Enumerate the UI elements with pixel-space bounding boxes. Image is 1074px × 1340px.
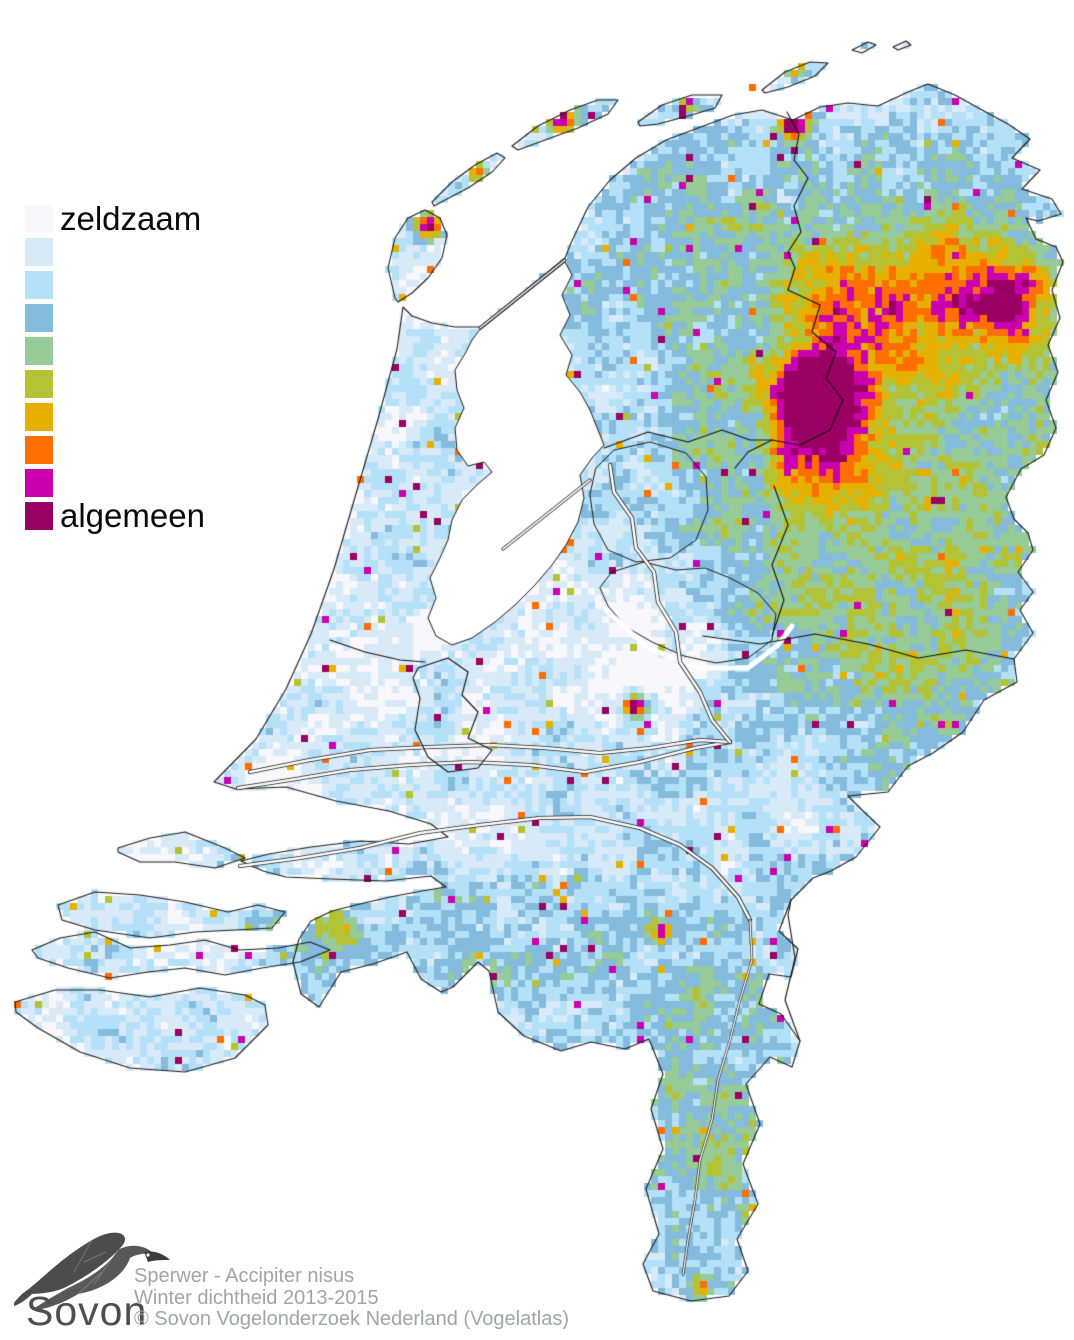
legend-label-common: algemeen (60, 497, 205, 534)
legend-swatch (25, 238, 53, 266)
legend-swatch (25, 469, 53, 497)
legend-swatch (25, 403, 53, 431)
legend-swatch (25, 304, 53, 332)
legend-swatch (25, 436, 53, 464)
caption-species: Sperwer - Accipiter nisus (134, 1265, 355, 1287)
sovon-logo (14, 1232, 179, 1340)
legend-swatch (25, 271, 53, 299)
swallow-icon (14, 1232, 170, 1310)
caption-copyright: © Sovon Vogelonderzoek Nederland (Vogela… (134, 1308, 570, 1330)
legend-label-rare: zeldzaam (60, 200, 202, 237)
legend-swatch (25, 337, 53, 365)
legend: zeldzaam algemeen (25, 200, 285, 535)
legend-swatch-column (25, 205, 285, 530)
legend-swatch (25, 370, 53, 398)
sovon-logo-text: Sovon (26, 1288, 148, 1334)
legend-swatch (25, 205, 53, 233)
map-caption: Sperwer - Accipiter nisus Winter dichthe… (134, 1265, 570, 1331)
legend-swatch (25, 502, 53, 530)
caption-subtitle: Winter dichtheid 2013-2015 (134, 1286, 379, 1309)
